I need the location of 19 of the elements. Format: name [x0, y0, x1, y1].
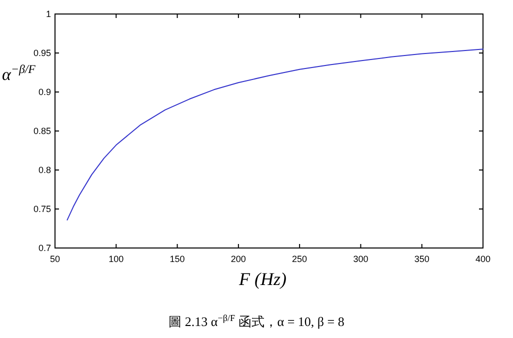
x-tick-label: 200: [230, 254, 246, 264]
y-tick-label: 0.7: [38, 243, 51, 253]
x-tick-label: 350: [414, 254, 430, 264]
x-tick-label: 100: [108, 254, 124, 264]
y-axis-title: α$^{−β/F}$: [2, 62, 36, 84]
y-tick-label: 0.85: [33, 126, 51, 136]
line-series: [66, 48, 484, 220]
y-tick-label: 0.75: [33, 204, 51, 214]
caption: 圖 2.13 α$^{−β/F}$ 函式，α = 10, β = 8: [168, 313, 344, 329]
x-tick-label: 400: [475, 254, 491, 264]
x-axis-title: F (Hz): [238, 269, 286, 289]
x-tick-label: 250: [292, 254, 308, 264]
x-tick-label: 300: [353, 254, 368, 264]
y-tick-label: 0.9: [38, 87, 51, 97]
y-tick-label: 0.8: [38, 165, 51, 175]
x-tick-label: 50: [50, 254, 60, 264]
y-tick-label: 0.95: [33, 48, 51, 58]
y-tick-label: 1: [46, 9, 51, 19]
x-tick-label: 150: [170, 254, 185, 264]
